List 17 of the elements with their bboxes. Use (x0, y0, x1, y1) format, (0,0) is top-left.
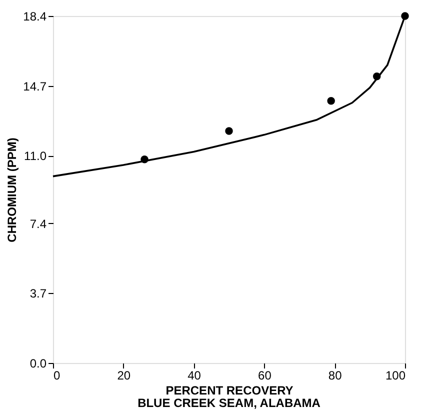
x-axis-title: PERCENT RECOVERY (166, 384, 294, 398)
y-tick-label: 7.4 (30, 216, 47, 231)
x-tick-label: 0 (54, 368, 60, 382)
y-axis-title: CHROMIUM (PPM) (5, 138, 20, 242)
x-tick-label: 80 (328, 368, 342, 382)
y-tick-label: 18.4 (23, 10, 47, 24)
y-tick-label: 11.0 (24, 149, 47, 164)
point (225, 127, 233, 135)
x-tick-label: 60 (258, 368, 272, 382)
x-tick-label: 100 (385, 368, 406, 382)
text: BLUE CREEK SEAM, ALABAMA (138, 396, 321, 410)
x-tick-label: 40 (188, 368, 202, 382)
point (327, 97, 335, 105)
y-tick-label: 3.7 (30, 286, 47, 301)
x-tick-label: 20 (117, 368, 131, 382)
y-tick-label: 0.0 (30, 356, 47, 370)
y-tick-label: 14.7 (23, 79, 47, 94)
